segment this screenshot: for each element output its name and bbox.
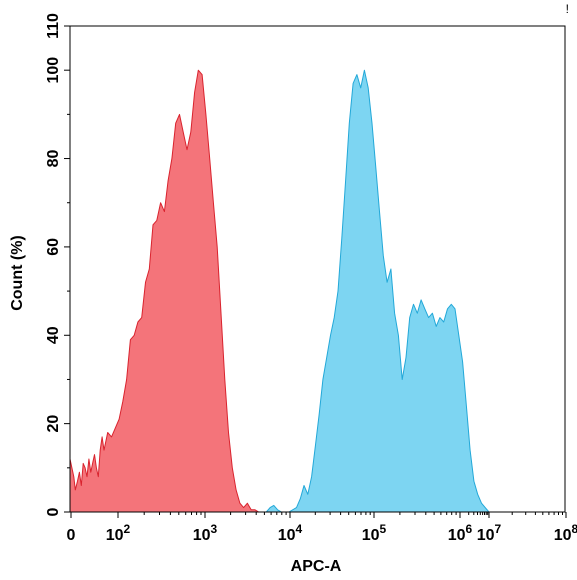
y-tick-label: 80 — [45, 150, 62, 168]
y-tick-label: 40 — [45, 326, 62, 344]
y-axis: 0 20 40 60 80 100 110 — [45, 13, 70, 516]
histogram-area-1 — [69, 69, 260, 513]
x-tick-label: 105 — [362, 522, 387, 544]
plot-series — [69, 69, 490, 513]
plot-border — [69, 25, 566, 513]
x-tick-label: 0 — [67, 527, 76, 544]
y-tick-label: 100 — [45, 57, 62, 84]
y-tick-label: 20 — [45, 415, 62, 433]
y-tick-label: 110 — [45, 13, 62, 39]
x-tick-label: 103 — [193, 522, 218, 544]
x-tick-label: 108 — [554, 522, 577, 544]
y-axis-title: Count (%) — [9, 235, 26, 311]
x-tick-label: 107 — [477, 522, 502, 544]
x-axis: 0 102 103 104 105 106 107 108 — [67, 512, 577, 544]
x-axis-title: APC-A — [291, 558, 342, 575]
x-tick-label: 102 — [106, 522, 131, 544]
plot-frame — [69, 25, 566, 513]
y-tick-label: 0 — [45, 507, 62, 516]
x-tick-label: 104 — [278, 522, 303, 544]
y-tick-label: 60 — [45, 238, 62, 256]
histogram-area-2 — [265, 69, 490, 513]
x-tick-label: 106 — [448, 522, 473, 544]
corner-mark: ! — [565, 2, 569, 16]
